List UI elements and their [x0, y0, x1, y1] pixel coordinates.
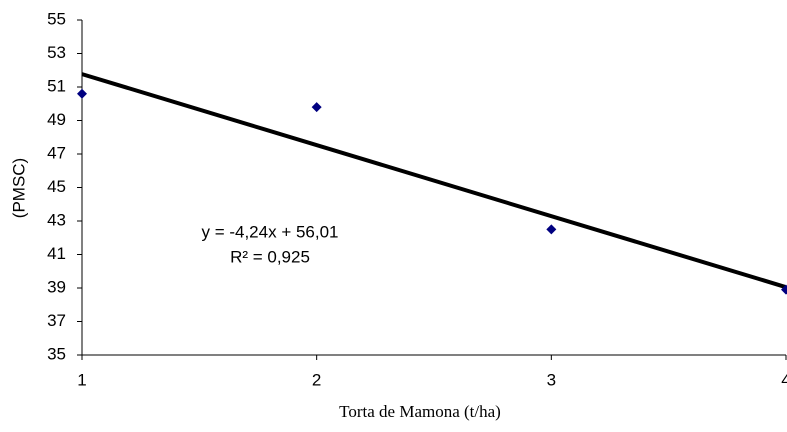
y-tick-label: 39 — [47, 277, 66, 296]
trendline-r2: R² = 0,925 — [230, 247, 310, 266]
y-tick-label: 55 — [47, 9, 66, 28]
trendline — [81, 72, 787, 290]
x-tick-label: 1 — [77, 370, 86, 389]
x-axis-label: Torta de Mamona (t/ha) — [339, 402, 501, 421]
x-tick-label: 2 — [312, 370, 321, 389]
y-axis-label: (PMSC) — [9, 158, 28, 218]
x-tick-label: 4 — [781, 370, 787, 389]
y-tick-label: 51 — [47, 76, 66, 95]
x-tick-label: 3 — [547, 370, 556, 389]
data-point — [311, 102, 322, 113]
y-tick-label: 37 — [47, 311, 66, 330]
y-tick-label: 41 — [47, 244, 66, 263]
y-tick-label: 35 — [47, 344, 66, 363]
y-tick-label: 43 — [47, 210, 66, 229]
data-point — [546, 224, 557, 235]
y-tick-label: 53 — [47, 43, 66, 62]
y-tick-label: 45 — [47, 177, 66, 196]
y-tick-label: 49 — [47, 110, 66, 129]
y-tick-label: 47 — [47, 143, 66, 162]
data-point — [77, 88, 87, 99]
data-point — [781, 284, 787, 295]
trendline-equation: y = -4,24x + 56,01 — [201, 222, 338, 241]
